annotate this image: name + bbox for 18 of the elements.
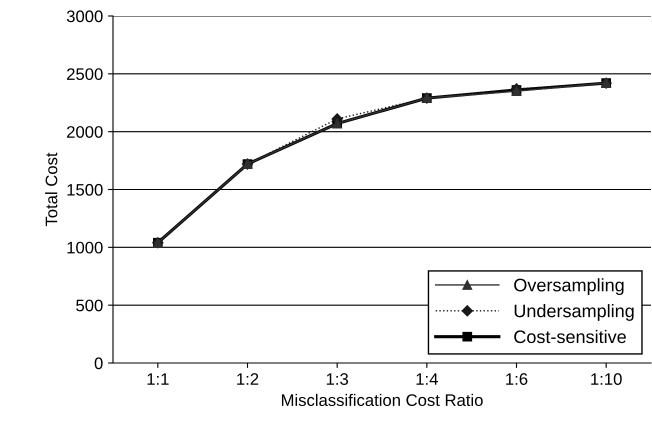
- x-tick-label: 1:3: [326, 373, 348, 385]
- y-tick-label: 2500: [67, 68, 103, 80]
- y-tick-label: 2000: [67, 126, 103, 138]
- x-tick-label: 1:2: [237, 373, 258, 385]
- y-tick-label: 0: [94, 357, 103, 370]
- x-axis-title: Misclassification Cost Ratio: [282, 394, 483, 406]
- y-axis-title: Total Cost: [45, 152, 58, 226]
- x-tick-label: 1:1: [148, 373, 169, 385]
- x-tick-label: 1:6: [506, 373, 528, 385]
- x-tick-label: 1:10: [591, 373, 622, 385]
- legend-label: Cost-sensitive: [514, 330, 626, 344]
- y-tick-label: 1000: [67, 242, 103, 254]
- y-tick-label: 3000: [66, 10, 103, 22]
- x-tick-label: 1:4: [416, 373, 438, 385]
- legend-label: Oversampling: [514, 278, 624, 296]
- legend-label: Undersampling: [514, 304, 634, 321]
- y-tick-label: 1500: [67, 184, 103, 196]
- y-tick-label: 500: [76, 300, 103, 312]
